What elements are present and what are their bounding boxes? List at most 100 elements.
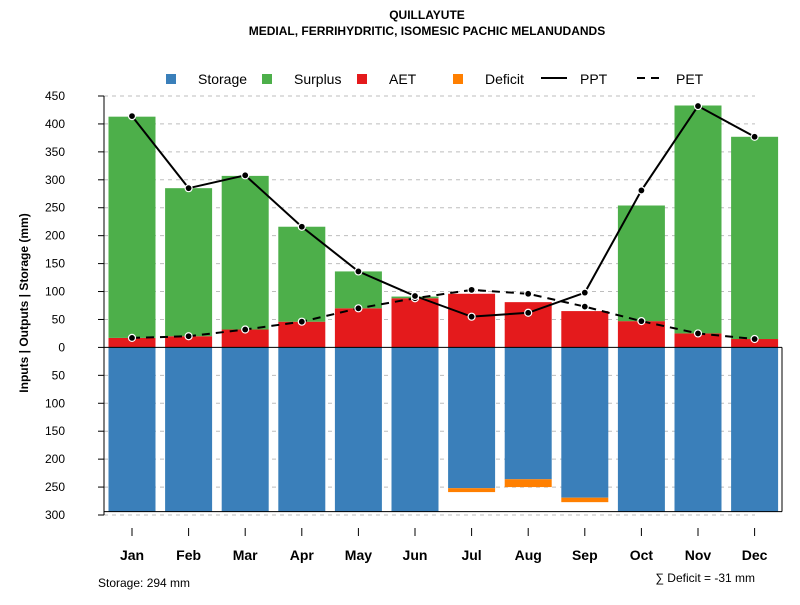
pet-point [467, 285, 476, 294]
ppt-point [580, 288, 589, 297]
x-tick-label: May [345, 547, 372, 563]
pet-point [241, 325, 250, 334]
y-tick-label: 50 [52, 368, 66, 382]
bar-aet [674, 333, 722, 348]
bar-storage [731, 347, 779, 512]
bar-storage [391, 347, 439, 512]
bar-storage [448, 347, 496, 489]
bar-surplus [221, 175, 269, 330]
bar-aet [278, 321, 326, 348]
x-tick-label: Jan [120, 547, 144, 563]
ppt-point [524, 308, 533, 317]
y-axis: 450 400 350 300 250 200 150 100 50 0 50 100 150 200 25… [45, 89, 105, 522]
deficit-note: ∑ Deficit = -31 mm [655, 571, 755, 585]
y-tick-label: 100 [45, 396, 65, 410]
ppt-point [354, 267, 363, 276]
bar-surplus [617, 205, 665, 322]
pet-point [750, 334, 759, 344]
bar-aet [334, 308, 382, 348]
bar-aet [165, 336, 213, 348]
bar-surplus [731, 136, 779, 340]
bar-aet [391, 298, 439, 348]
bar-storage [221, 347, 269, 512]
pet-point [354, 304, 363, 313]
bar-storage [617, 347, 665, 512]
legend-label-storage: Storage [198, 71, 247, 87]
ppt-point [467, 312, 476, 321]
ppt-point [693, 101, 703, 111]
bar-deficit [504, 479, 552, 488]
x-tick-label: Sep [572, 547, 598, 563]
legend-label-ppt: PPT [580, 71, 608, 87]
y-tick-label: 300 [45, 508, 65, 522]
bar-surplus [165, 188, 213, 337]
x-axis: Jan Feb Mar Apr May Jun Jul Aug Sep Oct Nov Dec [120, 528, 768, 563]
y-axis-label: Inputs | Outputs | Storage (mm) [17, 213, 31, 392]
bar-surplus [108, 116, 156, 338]
chart-title: QUILLAYUTE [389, 8, 465, 22]
bar-surplus [278, 226, 326, 322]
x-tick-label: Apr [290, 547, 315, 563]
x-tick-label: Aug [515, 547, 542, 563]
chart-subtitle: MEDIAL, FERRIHYDRITIC, ISOMESIC PACHIC M… [249, 24, 605, 38]
bar-storage [278, 347, 326, 512]
legend-swatch-storage [166, 74, 176, 84]
bar-surplus [674, 105, 722, 334]
pet-point [184, 332, 193, 341]
ppt-point [297, 222, 306, 231]
legend-swatch-surplus [262, 74, 272, 84]
x-tick-label: Oct [630, 547, 654, 563]
bar-deficit [448, 488, 496, 493]
x-tick-label: Dec [742, 547, 768, 563]
x-tick-label: Nov [685, 547, 712, 563]
pet-line [131, 288, 755, 341]
y-tick-label: 150 [45, 257, 65, 271]
x-tick-label: Jun [403, 547, 428, 563]
bar-storage [165, 347, 213, 512]
y-tick-label: 200 [45, 452, 65, 466]
ppt-point [241, 171, 250, 180]
legend-label-deficit: Deficit [485, 71, 524, 87]
pet-point [580, 302, 589, 311]
pet-point [524, 289, 533, 298]
bar-storage [561, 347, 609, 498]
bar-storage [674, 347, 722, 512]
y-tick-label: 300 [45, 173, 65, 187]
y-tick-label: 400 [45, 117, 65, 131]
bar-aet [108, 337, 156, 348]
y-tick-label: 0 [58, 340, 65, 354]
ppt-line [131, 104, 756, 318]
ppt-point [127, 112, 137, 121]
bar-storage [504, 347, 552, 480]
series-lines [127, 101, 759, 344]
x-tick-label: Jul [461, 547, 481, 563]
pet-point [127, 333, 137, 343]
legend-label-pet: PET [676, 71, 704, 87]
legend-swatch-deficit [453, 74, 463, 84]
x-tick-label: Feb [176, 547, 201, 563]
legend-label-aet: AET [389, 71, 417, 87]
pet-point [693, 329, 703, 338]
y-tick-label: 450 [45, 89, 65, 103]
bars [104, 105, 783, 513]
pet-point [297, 317, 306, 326]
y-tick-label: 50 [52, 312, 66, 326]
y-tick-label: 250 [45, 480, 65, 494]
bar-storage [334, 347, 382, 512]
y-tick-label: 100 [45, 285, 65, 299]
legend-label-surplus: Surplus [294, 71, 341, 87]
y-tick-label: 350 [45, 145, 65, 159]
ppt-point [750, 132, 759, 141]
bar-surplus [334, 271, 382, 309]
bar-deficit [561, 497, 609, 503]
y-tick-label: 150 [45, 424, 65, 438]
legend: Storage Surplus AET Deficit PPT PET [166, 71, 704, 87]
ppt-point [637, 186, 646, 195]
ppt-point [410, 291, 420, 301]
bar-aet [731, 339, 779, 348]
bar-aet [561, 311, 609, 348]
bar-aet [221, 329, 269, 348]
pet-point [637, 317, 646, 326]
ppt-point [184, 184, 193, 193]
